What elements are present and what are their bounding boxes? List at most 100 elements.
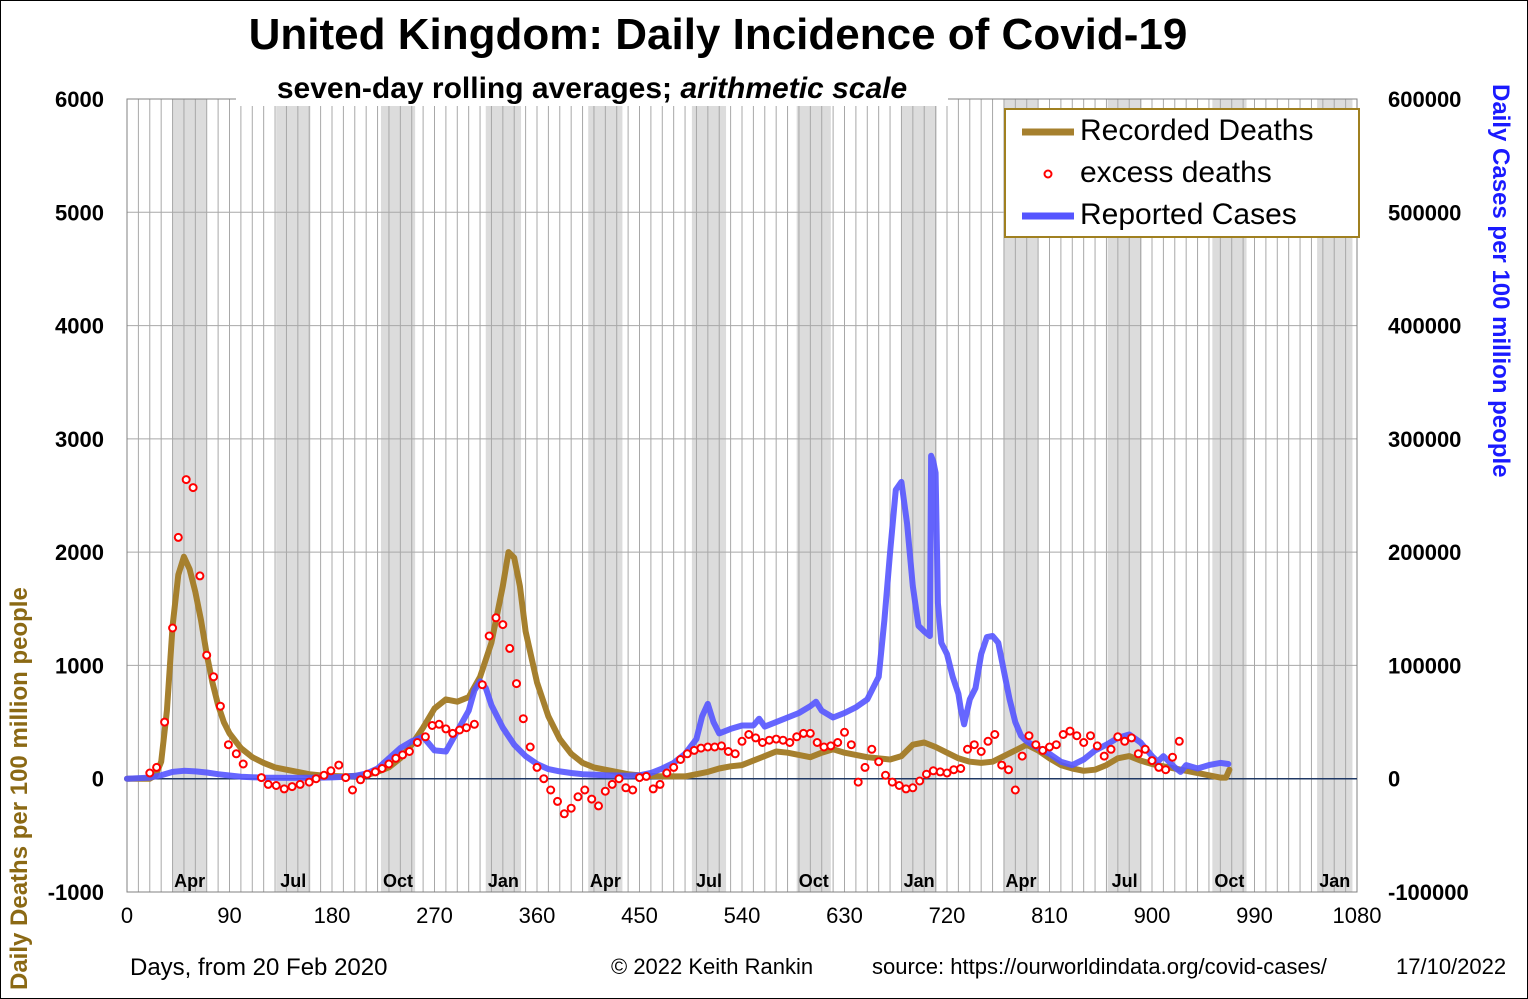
month-label: Jan: [904, 871, 935, 891]
x-tick-label: 540: [724, 903, 761, 928]
excess-death-point: [1058, 730, 1068, 739]
excess-death-point: [525, 742, 535, 752]
excess-death-point: [404, 747, 414, 756]
excess-death-point: [498, 620, 508, 630]
excess-death-point: [860, 762, 870, 772]
excess-death-point: [532, 762, 542, 772]
excess-death-point: [188, 483, 198, 493]
x-tick-label: 720: [929, 903, 966, 928]
excess-death-point: [976, 747, 986, 756]
legend-label-excess: excess deaths: [1080, 156, 1272, 189]
y2-tick-label: 300000: [1388, 427, 1461, 452]
excess-death-point: [1079, 738, 1089, 747]
excess-death-point: [168, 623, 178, 633]
legend-item-cases: Reported Cases: [1006, 196, 1358, 236]
excess-death-point: [362, 769, 372, 779]
x-tick-label: 270: [416, 903, 453, 928]
excess-death-point: [370, 767, 380, 777]
month-label: Oct: [383, 871, 413, 891]
excess-death-point: [1099, 751, 1109, 761]
excess-death-point: [384, 759, 394, 769]
excess-death-point: [238, 759, 248, 769]
legend-swatch-deaths: [1022, 128, 1074, 136]
excess-death-point: [949, 765, 959, 775]
excess-death-point: [922, 769, 931, 779]
excess-death-point: [377, 764, 387, 773]
month-label: Jul: [1112, 871, 1138, 891]
y2-tick-label: 600000: [1388, 87, 1461, 112]
right-axis-label: Daily Cases per 100 million people: [1487, 84, 1514, 478]
excess-death-point: [173, 532, 183, 542]
x-tick-label: 180: [314, 903, 351, 928]
month-label: Oct: [1214, 871, 1244, 891]
excess-death-point: [853, 777, 863, 787]
excess-death-point: [326, 766, 336, 776]
excess-death-point: [1113, 732, 1123, 742]
axis-ticks: Apr Jul Oct Jan Apr Jul Oct Jan Apr Jul Oct Jan 0 90 1…: [48, 87, 1469, 928]
excess-death-point: [145, 768, 155, 778]
copyright: © 2022 Keith Rankin: [611, 954, 814, 979]
excess-death-point: [1161, 765, 1171, 775]
month-label: Apr: [590, 871, 621, 891]
excess-death-point: [1133, 749, 1143, 759]
excess-death-point: [223, 740, 233, 750]
excess-death-point: [785, 738, 795, 747]
month-band: [691, 99, 727, 892]
excess-death-point: [928, 766, 938, 776]
excess-death-point: [231, 749, 241, 759]
excess-death-point: [566, 803, 576, 813]
excess-death-point: [1031, 740, 1041, 750]
y-tick-label: 2000: [55, 540, 104, 565]
excess-death-point: [655, 779, 665, 789]
excess-death-point: [867, 744, 877, 754]
excess-death-point: [969, 740, 979, 750]
excess-death-point: [908, 783, 918, 793]
excess-death-point: [764, 735, 774, 745]
excess-death-point: [1065, 726, 1075, 736]
excess-death-point: [1086, 731, 1095, 741]
x-tick-label: 90: [217, 903, 241, 928]
excess-death-point: [1147, 756, 1157, 766]
excess-death-point: [963, 744, 972, 754]
y-tick-label: 4000: [55, 314, 104, 339]
excess-death-point: [1072, 731, 1082, 741]
excess-death-point: [1168, 752, 1177, 762]
y-tick-label: 1000: [55, 653, 104, 678]
subtitle-scale: arithmetic scale: [680, 72, 908, 105]
excess-death-point: [334, 760, 344, 770]
excess-death-point: [1140, 744, 1150, 754]
excess-death-point: [812, 738, 822, 747]
excess-death-point: [826, 741, 836, 751]
subtitle-main: seven-day rolling averages;: [276, 72, 681, 105]
excess-death-point: [398, 750, 408, 760]
x-axis-label: Days, from 20 Feb 2020: [130, 954, 388, 981]
x-tick-label: 990: [1236, 903, 1273, 928]
excess-death-point: [152, 762, 162, 772]
source-note: source: https://ourworldindata.org/covid…: [872, 954, 1327, 979]
excess-death-point: [792, 732, 802, 742]
legend-swatch-cases: [1022, 212, 1074, 220]
x-tick-label: 900: [1134, 903, 1171, 928]
excess-death-point: [491, 613, 501, 623]
excess-death-point: [874, 757, 884, 767]
y2-tick-label: 0: [1388, 767, 1400, 792]
x-tick-label: 0: [121, 903, 133, 928]
y-tick-label: 5000: [55, 200, 104, 225]
excess-death-point: [833, 738, 843, 747]
excess-death-point: [181, 475, 191, 485]
excess-death-point: [319, 770, 329, 780]
excess-death-point: [1106, 744, 1116, 754]
excess-death-point: [1038, 745, 1048, 755]
excess-death-point: [1174, 736, 1184, 746]
excess-death-point: [676, 755, 685, 764]
month-band: [380, 99, 416, 892]
series-excess-deaths: [145, 475, 1184, 819]
excess-death-point: [669, 762, 679, 772]
excess-death-point: [295, 779, 305, 789]
y2-tick-label: 400000: [1388, 314, 1461, 339]
excess-death-point: [420, 732, 430, 742]
excess-death-point: [348, 785, 357, 795]
month-band: [276, 99, 311, 892]
legend: Recorded Deaths excess deaths Reported C…: [1004, 108, 1360, 238]
excess-death-point: [209, 672, 219, 682]
